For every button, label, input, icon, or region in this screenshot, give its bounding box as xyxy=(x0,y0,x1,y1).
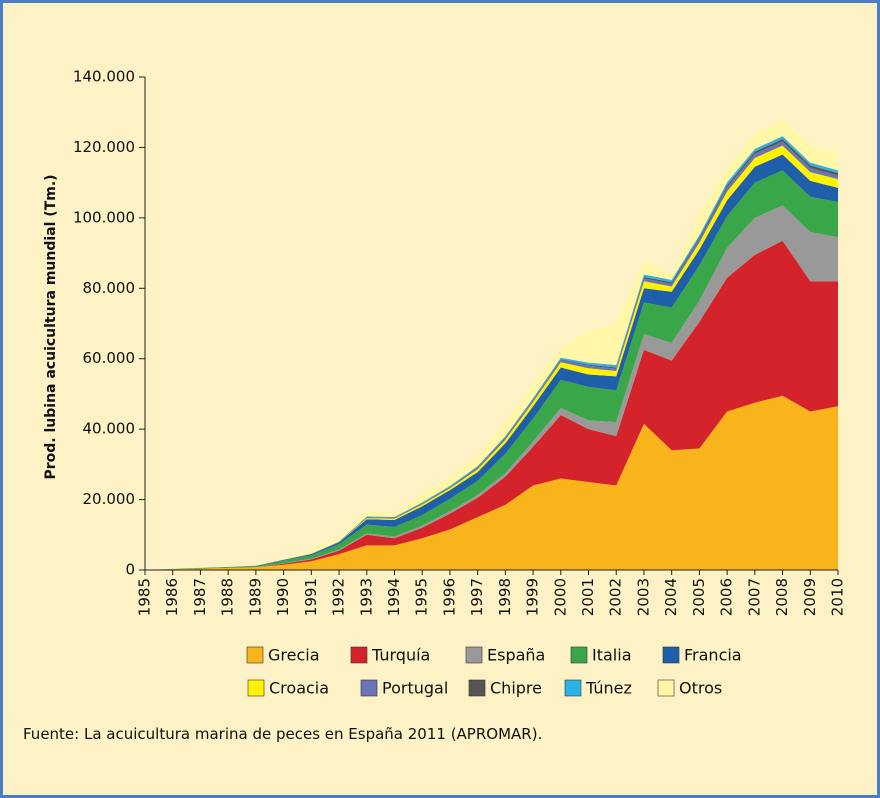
legend-swatch xyxy=(657,679,675,697)
legend-label: Italia xyxy=(592,646,632,665)
legend-swatch xyxy=(246,646,264,664)
x-tick-label: 1991 xyxy=(302,578,320,616)
x-tick-label: 2007 xyxy=(745,578,763,616)
legend-label: Chipre xyxy=(490,679,542,698)
legend-swatch xyxy=(350,646,368,664)
x-tick-label: 1992 xyxy=(330,578,348,616)
legend-swatch xyxy=(247,679,265,697)
x-tick-label: 2010 xyxy=(829,578,847,616)
legend-swatch xyxy=(360,679,378,697)
x-tick-label: 2000 xyxy=(551,578,569,616)
x-tick-label: 1998 xyxy=(496,578,514,616)
legend-label: Francia xyxy=(684,646,742,665)
x-tick-label: 2008 xyxy=(773,578,791,616)
y-axis-label: Prod. lubina acuicultura mundial (Tm.) xyxy=(43,174,59,479)
legend-swatch xyxy=(662,646,680,664)
legend-label: España xyxy=(487,646,545,665)
source: Fuente: La acuicultura marina de peces e… xyxy=(23,725,543,743)
chart: Prod. lubina acuicultura mundial (Tm.) 0… xyxy=(43,68,847,698)
y-tick-label: 100.000 xyxy=(73,208,135,226)
legend-label: Otros xyxy=(679,679,722,698)
area xyxy=(145,170,838,570)
x-tick-label: 1999 xyxy=(524,578,542,616)
x-tick-label: 2006 xyxy=(718,578,736,616)
legend-label: Croacia xyxy=(269,679,329,698)
legend-swatch xyxy=(564,679,582,697)
legend-label: Grecia xyxy=(268,646,320,665)
x-tick-label: 2009 xyxy=(801,578,819,616)
x-tick-label: 1986 xyxy=(163,578,181,616)
legend-label: Portugal xyxy=(382,679,448,698)
x-tick-label: 2001 xyxy=(579,578,597,616)
y-tick-label: 80.000 xyxy=(83,279,136,297)
legend-swatch xyxy=(570,646,588,664)
legend-swatch xyxy=(468,679,486,697)
x-tick-label: 1996 xyxy=(440,578,458,616)
x-tick-label: 1997 xyxy=(468,578,486,616)
area xyxy=(145,240,838,570)
y-tick-label: 120.000 xyxy=(73,138,135,156)
x-tick-label: 1993 xyxy=(357,578,375,616)
area xyxy=(145,205,838,570)
x-tick-label: 1985 xyxy=(136,578,154,616)
x-tick-label: 1990 xyxy=(274,578,292,616)
legend-swatch xyxy=(465,646,483,664)
x-tick-label: 1994 xyxy=(385,578,403,616)
x-tick-label: 2005 xyxy=(690,578,708,616)
x-tick-label: 2003 xyxy=(634,578,652,616)
y-tick-label: 60.000 xyxy=(83,349,136,367)
legend-label: Túnez xyxy=(585,679,632,698)
y-tick-label: 140.000 xyxy=(73,68,135,86)
y-tick-label: 40.000 xyxy=(83,420,136,438)
y-tick-label: 20.000 xyxy=(83,490,136,508)
x-tick-label: 1987 xyxy=(191,578,209,616)
x-tick-label: 2004 xyxy=(662,578,680,616)
x-tick-label: 1988 xyxy=(219,578,237,616)
area xyxy=(145,395,838,570)
legend-label: Turquía xyxy=(371,646,430,665)
y-tick-label: 0 xyxy=(125,561,135,579)
x-tick-label: 1995 xyxy=(413,578,431,616)
x-tick-label: 1989 xyxy=(246,578,264,616)
x-tick-label: 2002 xyxy=(607,578,625,616)
